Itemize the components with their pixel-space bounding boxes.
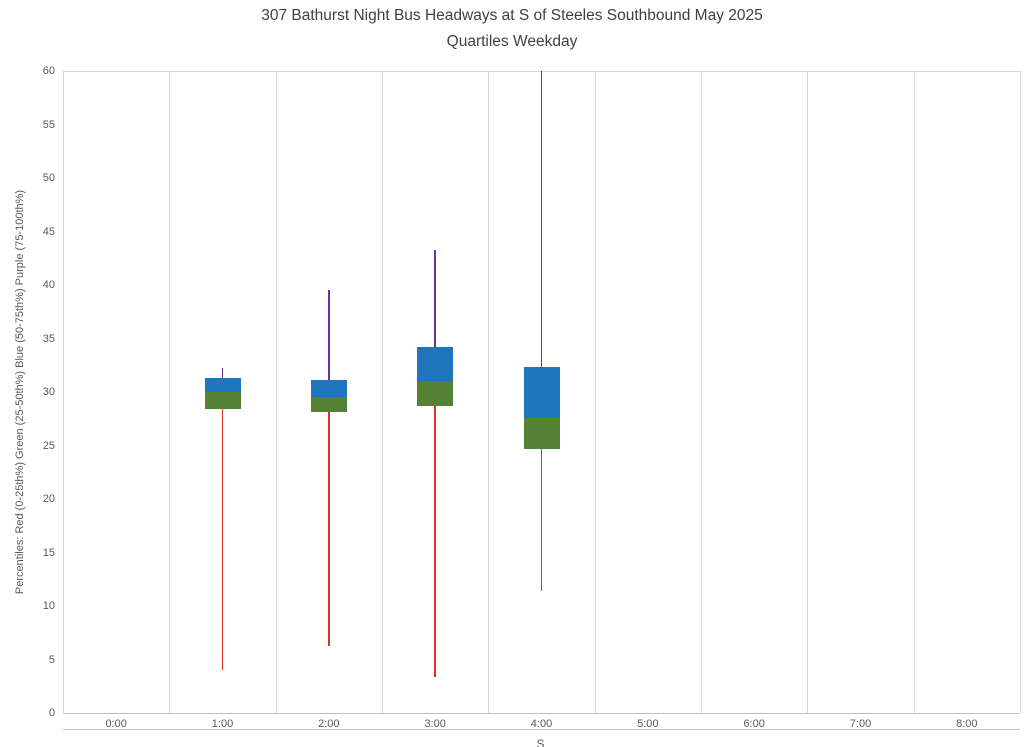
- purple-whisker-75-100pct: [540, 71, 543, 368]
- vertical-gridline: [913, 71, 915, 713]
- y-tick-label: 40: [42, 279, 55, 291]
- x-axis-line: [63, 713, 1020, 714]
- y-tick-label: 50: [42, 172, 55, 184]
- chart-title: 307 Bathurst Night Bus Headways at S of …: [261, 7, 763, 24]
- vertical-gridline: [63, 71, 64, 713]
- vertical-gridline: [701, 71, 702, 713]
- blue-box-50-75pct: [204, 378, 241, 392]
- green-box-25-50pct: [310, 397, 347, 413]
- y-tick-label: 0: [48, 707, 55, 719]
- purple-whisker-75-100pct: [221, 368, 224, 379]
- vertical-gridline: [275, 71, 277, 713]
- y-tick-label: 20: [42, 493, 55, 505]
- blue-box-50-75pct: [523, 367, 560, 418]
- blue-box-50-75pct: [417, 347, 454, 382]
- vertical-gridline: [169, 71, 171, 713]
- red-whisker-0-25pct: [221, 409, 224, 671]
- y-tick-label: 30: [42, 386, 55, 398]
- green-box-25-50pct: [523, 417, 560, 449]
- purple-whisker-75-100pct: [434, 249, 436, 348]
- vertical-gridline: [594, 71, 596, 713]
- green-box-25-50pct: [204, 392, 241, 410]
- x-tick-label: 4:00: [530, 718, 553, 730]
- y-tick-label: 45: [42, 225, 55, 238]
- y-tick-label: 55: [42, 118, 55, 131]
- x-axis-bottom-border: [63, 729, 1020, 730]
- purple-whisker-75-100pct: [328, 290, 330, 381]
- y-tick-label: 5: [48, 653, 55, 666]
- vertical-gridline: [807, 71, 809, 713]
- x-tick-label: 1:00: [211, 718, 234, 730]
- x-tick-label: 3:00: [424, 718, 446, 730]
- vertical-gridline: [382, 71, 383, 713]
- x-tick-label: 2:00: [318, 718, 340, 730]
- chart-subtitle: Quartiles Weekday: [446, 33, 578, 50]
- y-tick-label: 25: [42, 439, 55, 452]
- green-box-25-50pct: [417, 381, 454, 406]
- red-whisker-0-25pct: [434, 405, 436, 677]
- x-tick-label: 8:00: [956, 718, 978, 730]
- x-tick-label: 7:00: [849, 718, 872, 730]
- y-tick-label: 15: [42, 546, 55, 559]
- red-whisker-0-25pct: [540, 448, 543, 591]
- x-tick-label: 5:00: [637, 718, 659, 730]
- vertical-gridline: [1020, 71, 1021, 713]
- vertical-gridline: [488, 71, 490, 713]
- x-tick-label: 0:00: [105, 718, 127, 730]
- blue-box-50-75pct: [310, 380, 347, 398]
- y-tick-label: 10: [42, 600, 55, 612]
- x-tick-label: 6:00: [743, 718, 765, 730]
- y-tick-label: 60: [42, 65, 55, 77]
- x-axis-title-partial: S: [536, 737, 545, 747]
- y-tick-label: 35: [42, 332, 55, 345]
- red-whisker-0-25pct: [328, 412, 330, 646]
